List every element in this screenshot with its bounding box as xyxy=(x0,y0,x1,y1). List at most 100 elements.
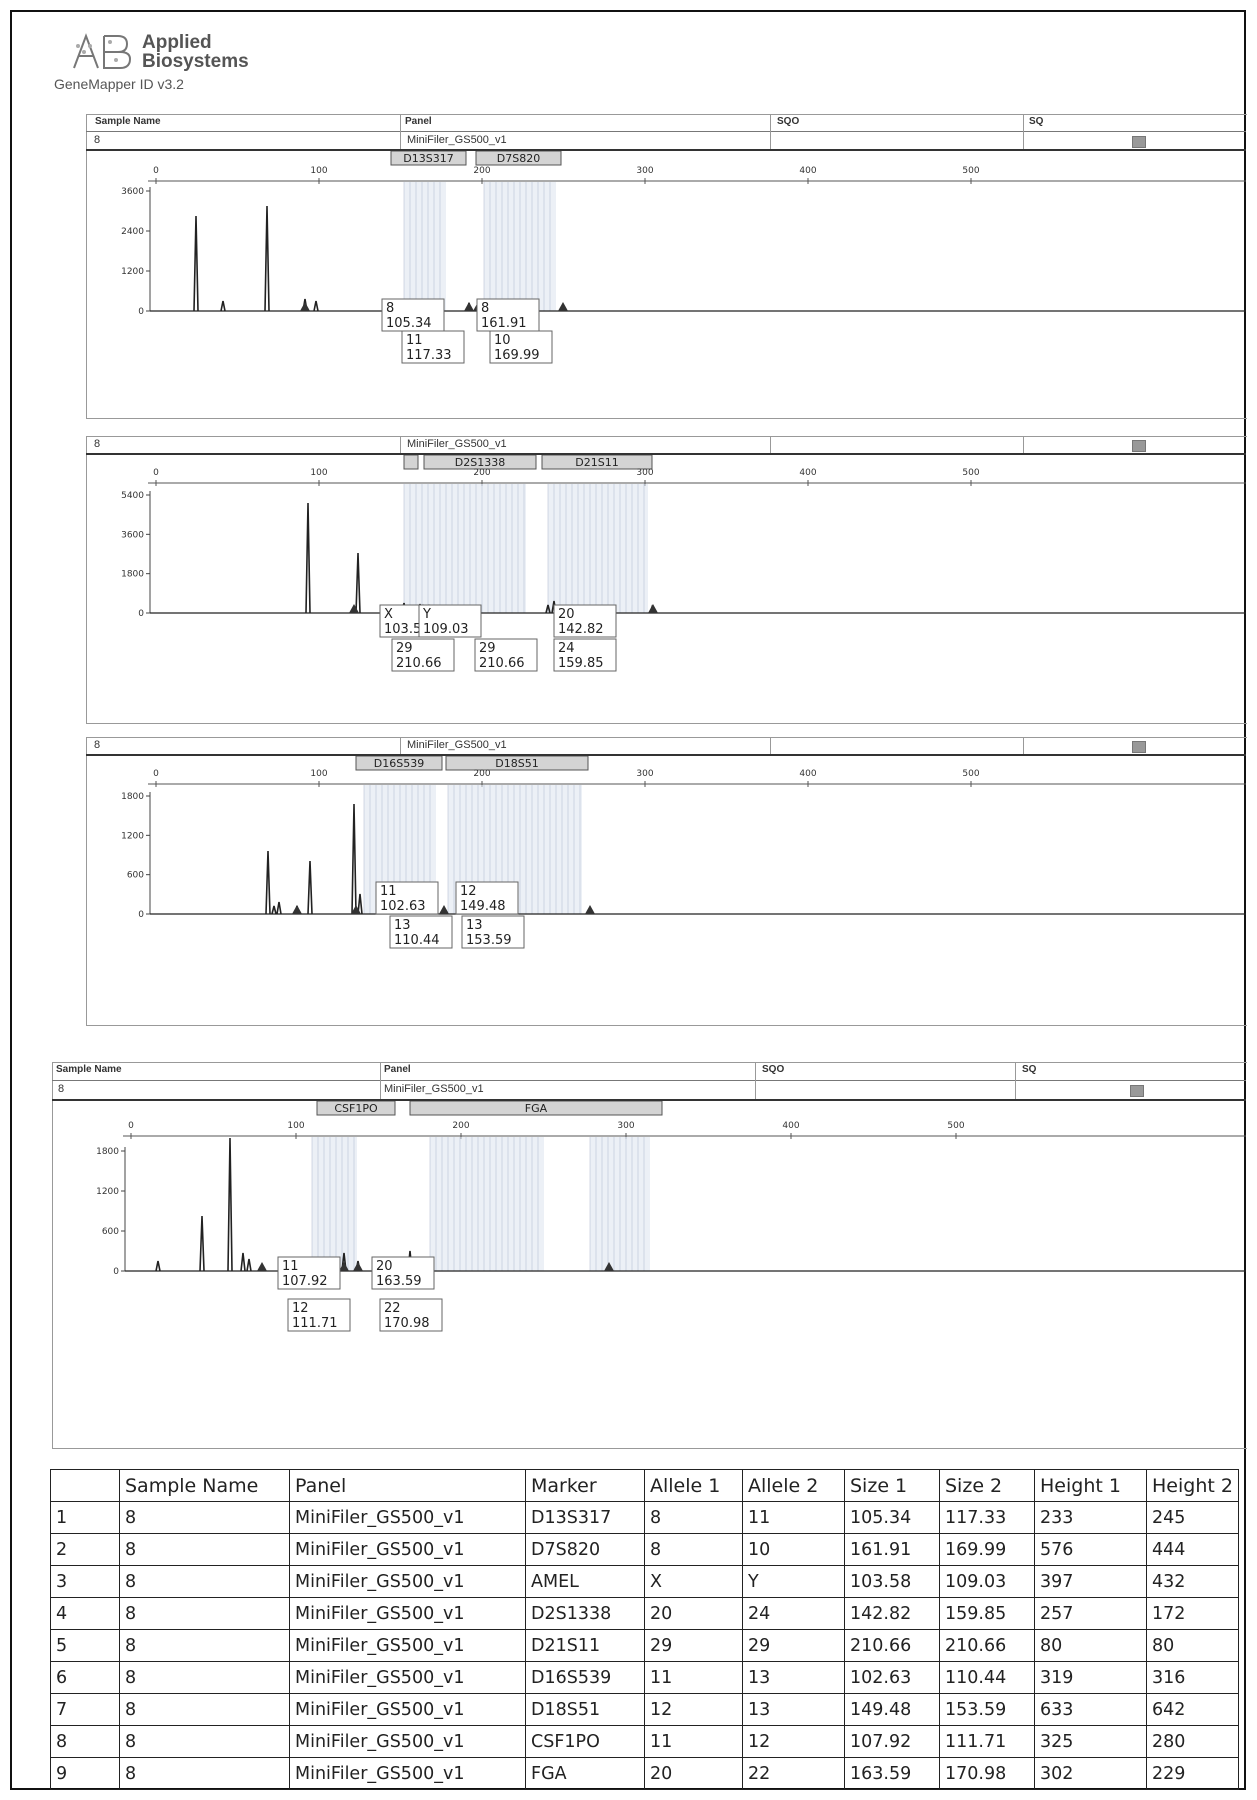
allele-size: 161.91 xyxy=(481,316,527,331)
allele-size: 110.44 xyxy=(394,933,440,948)
electropherogram-panel-3 xyxy=(86,737,1247,1026)
allele-value: 24 xyxy=(558,641,575,656)
table-cell: 257 xyxy=(1034,1597,1147,1630)
trace-peak xyxy=(155,1260,161,1272)
app-version: GeneMapper ID v3.2 xyxy=(54,76,184,92)
allele-value: 13 xyxy=(394,918,411,933)
table-cell: 12 xyxy=(644,1693,743,1726)
table-row[interactable]: 6 8 MiniFiler_GS500_v1 D16S539 11 13 102.63 110… xyxy=(50,1661,1239,1694)
table-cell: 8 xyxy=(644,1501,743,1534)
table-cell: 8 xyxy=(119,1533,290,1566)
x-tick-label: 300 xyxy=(636,769,653,779)
column-sample-name: Sample Name xyxy=(56,1064,122,1075)
stutter-peak xyxy=(257,1262,267,1271)
table-cell: MiniFiler_GS500_v1 xyxy=(289,1757,526,1790)
table-cell: 20 xyxy=(644,1757,743,1790)
stutter-peak xyxy=(439,905,449,914)
table-cell: 8 xyxy=(119,1597,290,1630)
table-row[interactable]: 7 8 MiniFiler_GS500_v1 D18S51 12 13 149.48 153.… xyxy=(50,1693,1239,1726)
y-tick-label: 1800 xyxy=(121,792,144,802)
table-cell: MiniFiler_GS500_v1 xyxy=(289,1693,526,1726)
trace-peak xyxy=(313,300,319,312)
table-row[interactable]: 1 8 MiniFiler_GS500_v1 D13S317 8 11 105.34 117.… xyxy=(50,1501,1239,1534)
table-cell: 210.66 xyxy=(939,1629,1035,1662)
allele-bin-shading xyxy=(404,182,446,311)
genotype-results-table: Sample Name Panel Marker Allele 1 Allele… xyxy=(50,1469,1239,1790)
header-height-1: Height 1 xyxy=(1034,1469,1147,1502)
table-cell: MiniFiler_GS500_v1 xyxy=(289,1629,526,1662)
column-panel: Panel xyxy=(384,1064,411,1075)
table-cell: 13 xyxy=(742,1693,845,1726)
allele-value: 12 xyxy=(292,1301,309,1316)
table-cell: 11 xyxy=(742,1501,845,1534)
marker-range-box xyxy=(475,151,562,166)
allele-bin-shading xyxy=(430,1137,544,1271)
table-row[interactable]: 5 8 MiniFiler_GS500_v1 D21S11 29 29 210.66 210.… xyxy=(50,1629,1239,1662)
table-cell: 24 xyxy=(742,1597,845,1630)
x-tick-label: 200 xyxy=(473,769,490,779)
allele-size: 163.59 xyxy=(376,1274,422,1289)
x-tick-label: 200 xyxy=(473,468,490,478)
table-row[interactable]: 3 8 MiniFiler_GS500_v1 AMEL X Y 103.58 109.03 39… xyxy=(50,1565,1239,1598)
table-cell: 29 xyxy=(742,1629,845,1662)
table-cell: D7S820 xyxy=(525,1533,645,1566)
trace-peak xyxy=(220,300,226,312)
electropherogram-panel-2 xyxy=(86,436,1247,724)
table-cell: 102.63 xyxy=(844,1661,940,1694)
table-cell: 11 xyxy=(644,1661,743,1694)
table-cell: CSF1PO xyxy=(525,1725,645,1758)
allele-value: 29 xyxy=(479,641,496,656)
allele-call-box xyxy=(379,1298,443,1332)
table-cell: 280 xyxy=(1146,1725,1239,1758)
table-cell: MiniFiler_GS500_v1 xyxy=(289,1533,526,1566)
allele-value: 20 xyxy=(376,1259,393,1274)
allele-value: 13 xyxy=(466,918,483,933)
allele-call-box xyxy=(287,1298,351,1332)
ab-logo-icon xyxy=(73,33,132,69)
x-tick-label: 500 xyxy=(947,1121,964,1131)
allele-size: 103.58 xyxy=(384,622,430,637)
allele-call-box xyxy=(476,298,540,332)
column-sqo: SQO xyxy=(777,116,800,127)
electropherogram-panel-4 xyxy=(52,1062,1247,1449)
x-tick-label: 500 xyxy=(962,468,979,478)
y-tick-label: 0 xyxy=(138,307,144,317)
table-cell: 576 xyxy=(1034,1533,1147,1566)
allele-value: 22 xyxy=(384,1301,401,1316)
allele-size: 169.99 xyxy=(494,348,540,363)
stutter-peak xyxy=(349,604,359,613)
table-row[interactable]: 4 8 MiniFiler_GS500_v1 D2S1338 20 24 142.82 159… xyxy=(50,1597,1239,1630)
table-row[interactable]: 9 8 MiniFiler_GS500_v1 FGA 20 22 163.59 170.98 3… xyxy=(50,1757,1239,1790)
marker-range-box xyxy=(423,455,537,470)
electropherogram-plot-1: D13S317 D7S820 0 100 200 300 400 500 0 1200 2400 36… xyxy=(121,151,1246,364)
table-cell: 11 xyxy=(644,1725,743,1758)
allele-call-box xyxy=(371,1256,435,1290)
header-sample-name: Sample Name xyxy=(119,1469,290,1502)
table-row[interactable]: 2 8 MiniFiler_GS500_v1 D7S820 8 10 161.91 169.9… xyxy=(50,1533,1239,1566)
stutter-peak xyxy=(292,905,302,914)
marker-label: D2S1338 xyxy=(455,456,505,469)
x-tick-label: 300 xyxy=(636,166,653,176)
allele-bin-shading xyxy=(312,1137,357,1271)
table-cell: 229 xyxy=(1146,1757,1239,1790)
table-row[interactable]: 8 8 MiniFiler_GS500_v1 CSF1PO 11 12 107.92 111.… xyxy=(50,1725,1239,1758)
allele-size: 109.03 xyxy=(423,622,469,637)
table-cell: 8 xyxy=(119,1565,290,1598)
table-cell: 12 xyxy=(742,1725,845,1758)
marker-range-box xyxy=(445,756,589,771)
trace-peak xyxy=(271,905,277,915)
allele-value: 8 xyxy=(481,301,489,316)
trace-peak xyxy=(305,502,311,614)
table-cell: 8 xyxy=(119,1629,290,1662)
table-cell: 8 xyxy=(644,1533,743,1566)
table-cell: 245 xyxy=(1146,1501,1239,1534)
allele-call-box xyxy=(553,638,617,672)
panel-value: MiniFiler_GS500_v1 xyxy=(384,1083,484,1095)
table-cell: 325 xyxy=(1034,1725,1147,1758)
allele-size: 153.59 xyxy=(466,933,512,948)
sample-name-value: 8 xyxy=(94,438,101,450)
